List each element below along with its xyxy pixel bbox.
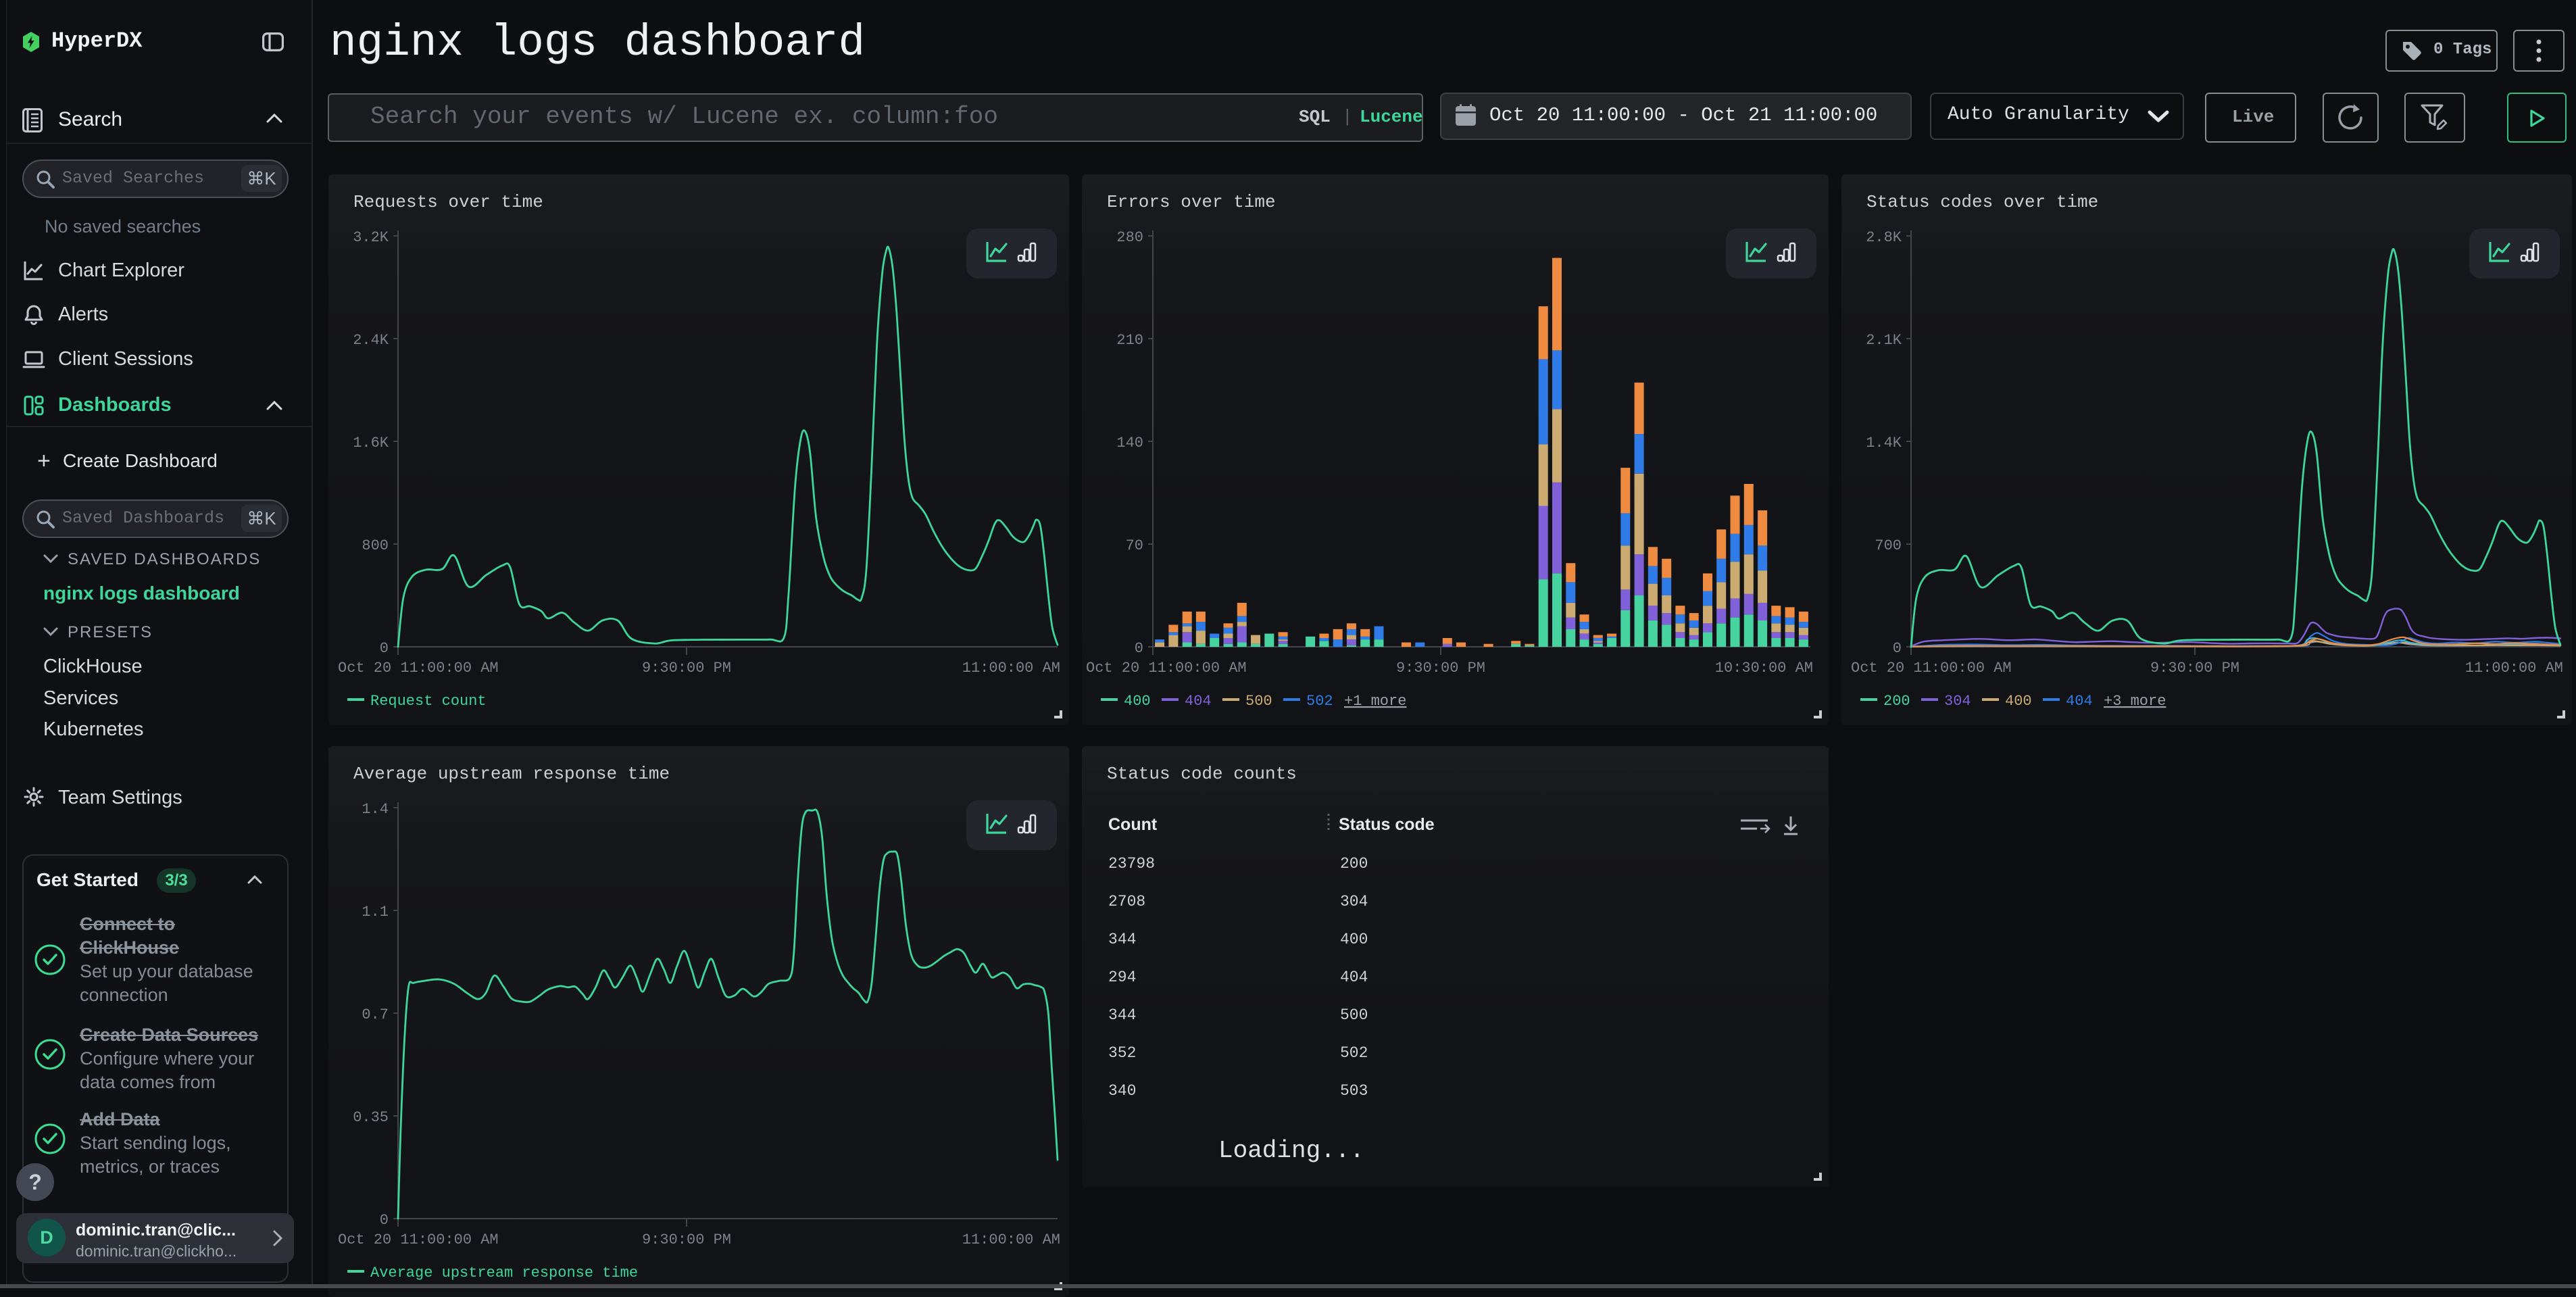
svg-text:Status code counts: Status code counts [1107, 764, 1297, 784]
svg-text:Oct 20 11:00:00 AM: Oct 20 11:00:00 AM [338, 1231, 499, 1248]
svg-text:23798: 23798 [1108, 855, 1155, 873]
svg-text:9:30:00 PM: 9:30:00 PM [1396, 660, 1485, 677]
svg-text:304: 304 [1944, 693, 1971, 710]
svg-text:400: 400 [1124, 693, 1151, 710]
svg-text:400: 400 [2005, 693, 2032, 710]
svg-text:3.2K: 3.2K [353, 229, 389, 246]
svg-text:Loading...: Loading... [1218, 1137, 1364, 1165]
svg-text:404: 404 [2066, 693, 2093, 710]
svg-text:0: 0 [380, 640, 389, 657]
svg-text:502: 502 [1306, 693, 1333, 710]
svg-text:Status codes over time: Status codes over time [1866, 192, 2098, 212]
svg-text:70: 70 [1126, 537, 1143, 554]
svg-text:0: 0 [1893, 640, 1902, 657]
svg-text:0.7: 0.7 [362, 1006, 389, 1023]
svg-text:700: 700 [1875, 537, 1902, 554]
svg-text:9:30:00 PM: 9:30:00 PM [2150, 660, 2239, 677]
svg-text:404: 404 [1185, 693, 1212, 710]
svg-text:Average upstream response time: Average upstream response time [370, 1265, 638, 1281]
svg-text:1.4K: 1.4K [1866, 435, 1902, 451]
svg-text:502: 502 [1340, 1044, 1368, 1062]
svg-text:Average upstream response time: Average upstream response time [353, 764, 670, 784]
svg-text:800: 800 [362, 537, 389, 554]
svg-text:210: 210 [1116, 332, 1143, 349]
svg-text:9:30:00 PM: 9:30:00 PM [642, 660, 731, 677]
svg-text:400: 400 [1340, 931, 1368, 948]
svg-text:2.1K: 2.1K [1866, 332, 1902, 349]
svg-text:352: 352 [1108, 1044, 1136, 1062]
svg-text:344: 344 [1108, 931, 1136, 948]
svg-text:1.6K: 1.6K [353, 435, 389, 451]
svg-text:344: 344 [1108, 1006, 1136, 1024]
svg-text:0: 0 [1135, 640, 1143, 657]
svg-text:9:30:00 PM: 9:30:00 PM [642, 1231, 731, 1248]
svg-text:Oct 20 11:00:00 AM: Oct 20 11:00:00 AM [1086, 660, 1247, 677]
svg-text:0: 0 [380, 1212, 389, 1229]
svg-text:280: 280 [1116, 229, 1143, 246]
svg-text:11:00:00 AM: 11:00:00 AM [2465, 660, 2563, 677]
svg-text:2708: 2708 [1108, 893, 1145, 910]
svg-text:2.4K: 2.4K [353, 332, 389, 349]
svg-text:140: 140 [1116, 435, 1143, 451]
svg-text:Requests over time: Requests over time [353, 192, 543, 212]
svg-text:Oct 20 11:00:00 AM: Oct 20 11:00:00 AM [338, 660, 499, 677]
svg-text:+1 more: +1 more [1344, 693, 1406, 710]
svg-text:Request count: Request count [370, 693, 487, 710]
svg-text:294: 294 [1108, 969, 1136, 986]
svg-text:500: 500 [1340, 1006, 1368, 1024]
svg-text:1.4: 1.4 [362, 801, 389, 818]
svg-text:200: 200 [1883, 693, 1910, 710]
svg-text:200: 200 [1340, 855, 1368, 873]
svg-text:2.8K: 2.8K [1866, 229, 1902, 246]
svg-text:0.35: 0.35 [353, 1109, 389, 1126]
svg-text:Oct 20 11:00:00 AM: Oct 20 11:00:00 AM [1851, 660, 2012, 677]
svg-text:Count: Count [1108, 815, 1158, 834]
svg-text:Status code: Status code [1339, 815, 1435, 834]
svg-text:11:00:00 AM: 11:00:00 AM [962, 1231, 1060, 1248]
svg-text:503: 503 [1340, 1082, 1368, 1100]
svg-text:1.1: 1.1 [362, 904, 389, 921]
svg-text:+3 more: +3 more [2104, 693, 2166, 710]
svg-text:Errors over time: Errors over time [1107, 192, 1276, 212]
svg-text:10:30:00 AM: 10:30:00 AM [1715, 660, 1813, 677]
svg-text:304: 304 [1340, 893, 1368, 910]
svg-text:404: 404 [1340, 969, 1368, 986]
svg-text:340: 340 [1108, 1082, 1136, 1100]
svg-text:11:00:00 AM: 11:00:00 AM [962, 660, 1060, 677]
svg-text:500: 500 [1245, 693, 1272, 710]
